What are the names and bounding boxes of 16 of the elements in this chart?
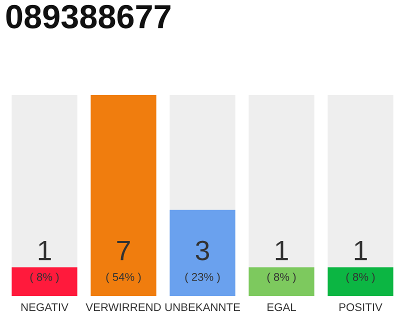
annotation: ( 23% ) xyxy=(185,272,220,284)
data-label: 1 xyxy=(354,240,367,260)
chart-title: 089388677 xyxy=(6,4,170,29)
x-tick-label: POSITIV xyxy=(339,303,382,312)
x-tick-label: VERWIRREND xyxy=(86,303,161,311)
x-tick-label: NEGATIV xyxy=(21,303,68,312)
x-tick-label: EGAL xyxy=(268,303,296,312)
annotation: ( 54% ) xyxy=(106,272,141,284)
annotation: ( 8% ) xyxy=(267,272,296,284)
data-label: 3 xyxy=(196,240,210,260)
data-label: 1 xyxy=(38,240,51,260)
annotation: ( 8% ) xyxy=(30,272,59,284)
data-label: 7 xyxy=(117,240,130,260)
x-tick-label: UNBEKANNTE xyxy=(165,303,240,312)
data-label: 1 xyxy=(276,240,288,260)
annotation: ( 8% ) xyxy=(346,272,375,284)
